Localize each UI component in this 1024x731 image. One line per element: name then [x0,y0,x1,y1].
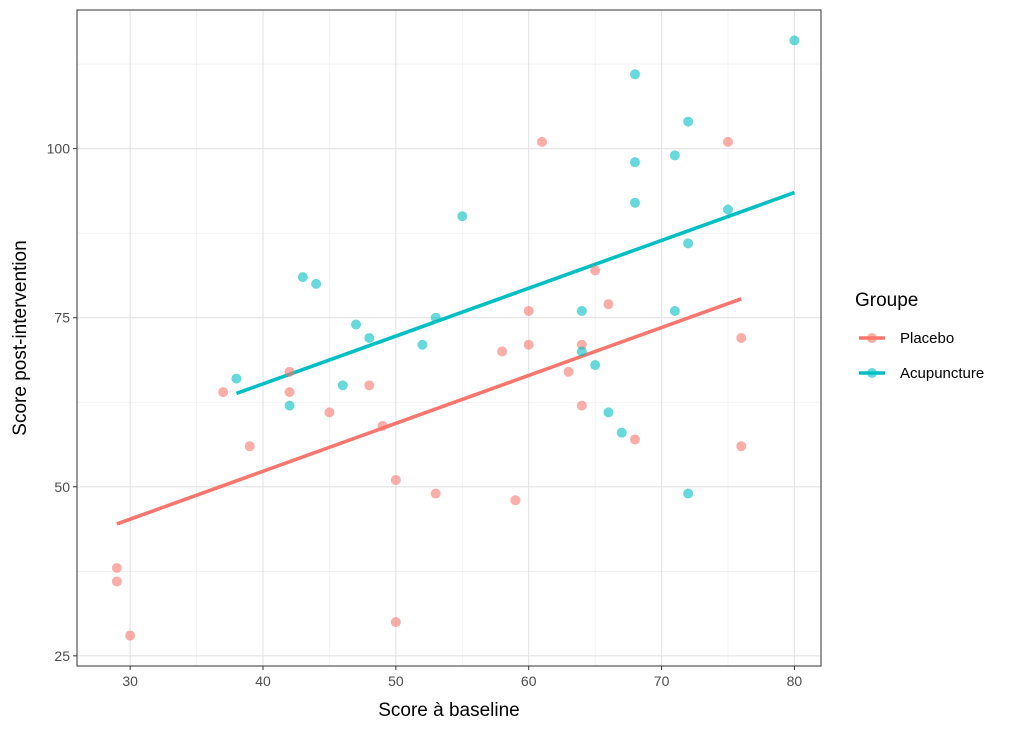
data-point-placebo [723,136,733,147]
x-tick-label: 50 [388,673,404,689]
data-point-placebo [111,576,122,587]
data-point-placebo [377,420,388,431]
data-point-placebo [510,495,521,506]
y-axis-title: Score post-intervention [10,240,31,435]
data-point-placebo [244,441,255,452]
data-point-acupuncture [231,373,242,384]
data-point-acupuncture [630,157,640,168]
data-point-acupuncture [616,427,627,438]
x-tick-label: 30 [122,673,138,689]
x-axis-title: Score à baseline [378,700,520,721]
data-point-acupuncture [576,346,587,357]
data-point-acupuncture [630,197,640,208]
data-point-acupuncture [430,312,441,323]
legend-label-acupuncture: Acupuncture [900,365,984,382]
data-point-placebo [537,136,547,147]
data-point-acupuncture [669,305,680,316]
data-point-acupuncture [683,238,694,249]
legend-key-point [867,333,877,343]
data-point-acupuncture [630,69,640,80]
y-tick-label: 50 [54,479,70,495]
data-point-acupuncture [337,380,348,391]
data-point-acupuncture [457,211,468,222]
data-point-acupuncture [603,407,614,418]
data-point-placebo [736,441,747,452]
regression-lines [116,190,796,526]
data-point-placebo [324,407,335,418]
data-point-placebo [218,387,229,398]
data-point-acupuncture [297,272,308,283]
data-point-placebo [390,617,401,628]
data-point-acupuncture [311,278,322,289]
data-point-placebo [630,434,640,445]
data-point-placebo [497,346,508,357]
legend-title: Groupe [855,290,918,311]
data-point-acupuncture [576,305,587,316]
data-point-placebo [390,475,401,486]
fit-line-placebo [116,297,742,526]
data-point-acupuncture [364,333,375,343]
x-tick-label: 60 [521,673,537,689]
x-tick-label: 80 [787,673,803,689]
data-point-placebo [523,305,534,316]
y-tick-label: 25 [54,648,70,664]
data-point-placebo [364,380,375,391]
data-point-placebo [603,299,614,310]
data-point-acupuncture [789,35,800,46]
data-point-placebo [430,488,441,499]
x-tick-label: 40 [255,673,271,689]
data-points [111,35,800,641]
legend-key-point [867,368,877,378]
data-point-placebo [576,400,587,411]
y-tick-label: 75 [54,310,70,326]
data-point-acupuncture [590,360,601,371]
legend: Groupe Placebo Acupuncture [855,290,984,382]
data-point-acupuncture [351,319,361,330]
data-point-placebo [523,339,534,350]
data-point-placebo [111,562,122,573]
data-point-placebo [284,366,295,377]
x-tick-label: 70 [654,673,670,689]
axis-ticks: 30 40 50 60 70 80 25 50 75 100 [47,141,803,689]
data-point-acupuncture [417,339,428,350]
data-point-acupuncture [723,204,733,215]
data-point-placebo [125,630,136,641]
data-point-placebo [736,333,747,343]
data-point-placebo [284,387,295,398]
legend-label-placebo: Placebo [900,330,954,347]
plot-panel-border [76,9,822,667]
data-point-acupuncture [669,150,680,161]
data-point-acupuncture [683,116,694,127]
data-point-acupuncture [284,400,295,411]
y-tick-label: 100 [47,141,71,157]
data-point-acupuncture [683,488,694,499]
data-point-placebo [563,366,574,377]
data-point-placebo [590,265,601,276]
fit-line-acupuncture [235,190,796,396]
